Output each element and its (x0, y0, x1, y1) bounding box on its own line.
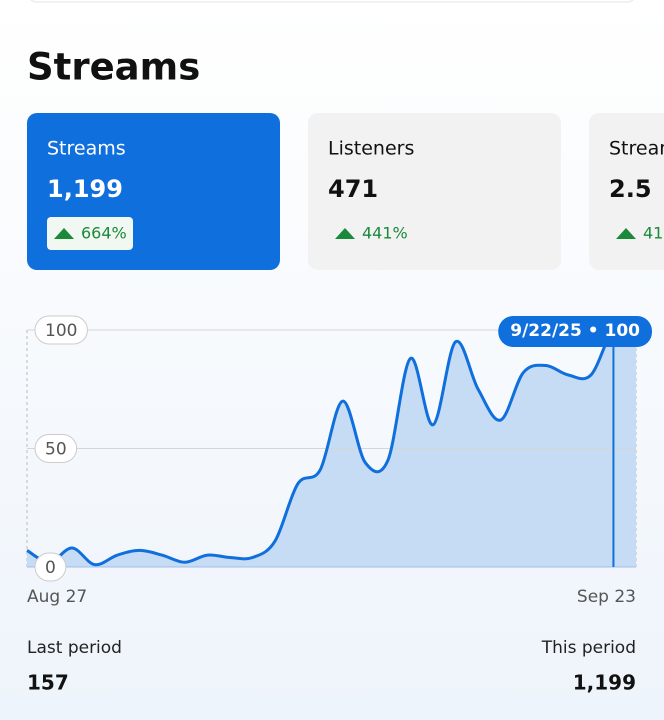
up-arrow (616, 228, 636, 239)
last-period-value: 157 (27, 671, 69, 695)
previous-card (30, 0, 634, 3)
stat-cards: Streams 1,199 664% Listeners 471 441% Streams 2… (27, 113, 664, 270)
card-change: 441% (362, 224, 408, 243)
card-change: 41% (643, 224, 664, 243)
line (26, 325, 637, 567)
x-tick-label: Aug 27 (27, 587, 87, 607)
y-tick-pill (34, 315, 88, 345)
stat-card[interactable]: Streams 2.5 41% (589, 113, 664, 270)
chart: 0 50 100 Aug 27 Sep 23 9/22/25 • 100 (26, 315, 652, 607)
y-tick-label: 50 (45, 440, 67, 460)
tooltip-bg (498, 316, 652, 347)
card-value: 1,199 (47, 175, 123, 203)
card-bg (589, 113, 664, 270)
up-arrow (54, 228, 74, 239)
y-tick-pill (34, 434, 78, 463)
card-value: 471 (328, 175, 378, 203)
stat-card[interactable]: Streams 1,199 664% (27, 113, 280, 270)
y-tick-label: 100 (45, 321, 77, 341)
stat-card[interactable]: Listeners 471 441% (308, 113, 561, 270)
last-period-label: Last period (27, 638, 122, 658)
card-label: Streams (47, 138, 126, 160)
card-value: 2.5 (609, 175, 652, 203)
this-period-label: This period (541, 638, 636, 658)
x-tick-label: Sep 23 (577, 587, 636, 607)
card-label: Listeners (328, 138, 414, 160)
area (27, 326, 636, 567)
tooltip-text: 9/22/25 • 100 (510, 321, 640, 341)
change-pill (47, 217, 133, 250)
section-title: Streams (27, 46, 200, 89)
y-tick-label: 0 (45, 558, 56, 578)
y-tick-pill (34, 552, 67, 582)
card-change: 664% (81, 224, 127, 243)
up-arrow (335, 228, 355, 239)
card-label: Streams (609, 138, 664, 160)
card-bg (308, 113, 561, 270)
this-period-value: 1,199 (573, 671, 636, 695)
